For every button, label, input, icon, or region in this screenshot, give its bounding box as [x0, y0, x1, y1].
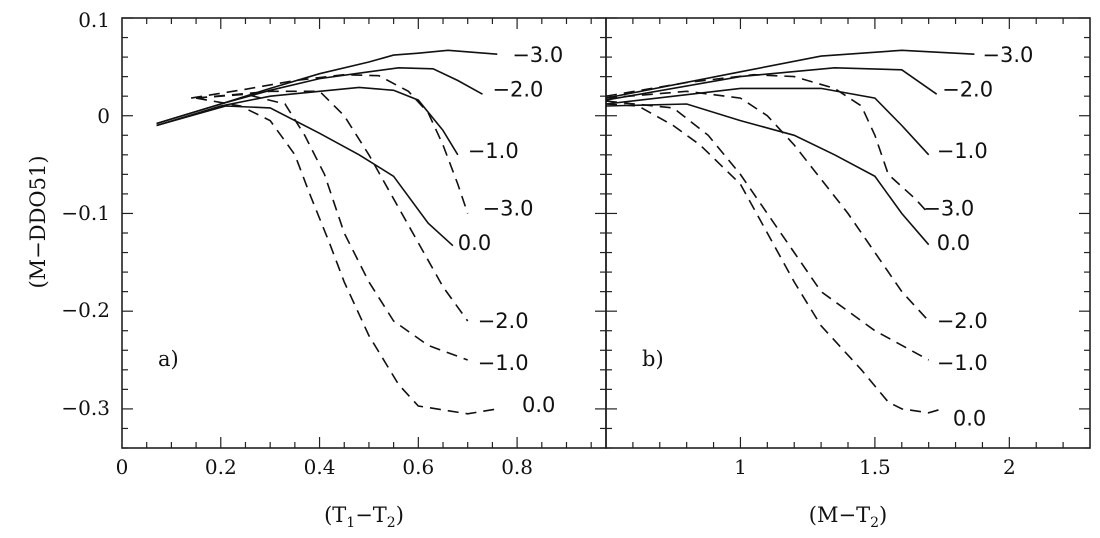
dashed-curve	[190, 73, 469, 214]
solid-curve	[605, 49, 975, 99]
panel-a-tag: a)	[158, 347, 179, 371]
panel-a: −3.0 −2.0 −1.0 0.0 −3.0 −2.0 −1.0 0.0 0 0.2 0.4 0.…	[116, 17, 607, 531]
panel-b-x-tick-labels: 1 1.5 2	[734, 455, 1016, 479]
panel-a-ticks	[122, 17, 606, 449]
curve-label: −2.0	[478, 309, 529, 333]
curve-label: −2.0	[937, 309, 988, 333]
y-tick-label: 0.1	[78, 8, 110, 32]
curve-label: −1.0	[468, 139, 519, 163]
solid-curve	[156, 105, 454, 247]
curve-label: −2.0	[942, 77, 993, 101]
dashed-curve	[605, 90, 930, 322]
x-tick-label: 2	[1003, 455, 1016, 479]
panel-b-frame	[605, 17, 1091, 449]
curve-label: 0.0	[522, 393, 555, 417]
x-title-sub: 2	[387, 515, 396, 531]
panel-b-tag: b)	[642, 347, 664, 371]
solid-curve	[605, 66, 938, 101]
panel-a-curves	[156, 49, 498, 415]
x-tick-label: 0	[116, 455, 129, 479]
curve-label: −3.0	[512, 43, 563, 67]
dashed-curve	[605, 100, 930, 361]
y-tick-labels: 0.1 0 −0.1 −0.2 −0.3	[61, 8, 110, 420]
dashed-curve	[195, 97, 498, 415]
x-tick-label: 0.6	[402, 455, 434, 479]
panel-a-x-axis-title: (T1−T2)	[324, 503, 404, 531]
x-title-sub: 1	[346, 515, 355, 531]
solid-curve	[605, 103, 930, 246]
x-title-part: (T	[324, 503, 346, 527]
panel-b-x-axis-title: (M−T2)	[809, 503, 887, 531]
curve-label: 0.0	[953, 407, 986, 431]
x-title-part: )	[879, 503, 887, 527]
panel-a-x-tick-labels: 0 0.2 0.4 0.6 0.8	[116, 455, 533, 479]
solid-curve	[156, 49, 498, 125]
curve-label: −3.0	[923, 197, 974, 221]
curve-label: −2.0	[492, 77, 543, 101]
solid-curve	[605, 87, 930, 156]
solid-curve	[156, 66, 483, 125]
x-title-part: −T	[838, 503, 870, 527]
curve-label: −3.0	[483, 197, 534, 221]
x-tick-label: 0.2	[205, 455, 237, 479]
curve-label: −1.0	[937, 351, 988, 375]
y-axis-title: (M−DDO51)	[26, 155, 50, 288]
panel-b-curve-labels: −3.0 −2.0 −1.0 0.0 −3.0 −2.0 −1.0 0.0	[923, 43, 1033, 431]
y-tick-label: 0	[97, 104, 110, 128]
panel-b-ticks	[606, 17, 1090, 449]
dashed-curve	[605, 103, 943, 414]
x-tick-label: 0.4	[304, 455, 336, 479]
x-tick-label: 0.8	[501, 455, 533, 479]
x-title-part: (M	[809, 503, 839, 527]
x-tick-label: 1	[734, 455, 747, 479]
curve-label: −3.0	[982, 43, 1033, 67]
curve-label: −1.0	[478, 351, 529, 375]
y-tick-label: −0.2	[61, 298, 110, 322]
y-tick-label: −0.1	[61, 201, 110, 225]
curve-label: −1.0	[937, 139, 988, 163]
x-title-sub: 2	[870, 515, 879, 531]
solid-curve	[156, 86, 459, 156]
dashed-curve	[196, 90, 469, 322]
panel-b: −3.0−2.0−1.00.0−3.0−2.0−1.00.0 1 1.5 2 b) …	[605, 17, 1091, 531]
curve-label: 0.0	[937, 231, 970, 255]
x-tick-label: 1.5	[859, 455, 891, 479]
x-title-part: −T	[355, 503, 387, 527]
panel-a-curve-labels: −3.0 −2.0 −1.0 0.0 −3.0 −2.0 −1.0 0.0	[458, 43, 563, 417]
curve-label: 0.0	[458, 231, 491, 255]
y-tick-label: −0.3	[61, 396, 110, 420]
x-title-part: )	[396, 503, 404, 527]
panel-b-curves	[605, 49, 975, 414]
dashed-curve	[196, 93, 468, 361]
dashed-curve	[605, 73, 930, 215]
